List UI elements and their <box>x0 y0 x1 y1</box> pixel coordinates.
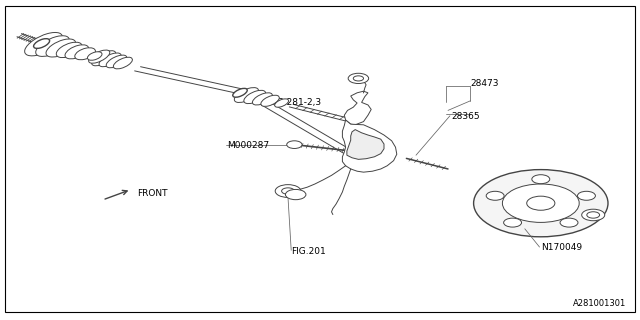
Ellipse shape <box>88 50 110 63</box>
Ellipse shape <box>24 32 63 56</box>
Ellipse shape <box>106 55 127 68</box>
Ellipse shape <box>46 39 76 57</box>
Text: 28473: 28473 <box>470 79 499 88</box>
Circle shape <box>577 191 595 200</box>
Text: M000287: M000287 <box>227 141 269 150</box>
Circle shape <box>348 73 369 84</box>
Text: A281001301: A281001301 <box>573 299 626 308</box>
Circle shape <box>582 209 605 221</box>
Circle shape <box>474 170 608 237</box>
Ellipse shape <box>113 57 132 69</box>
Polygon shape <box>344 91 371 125</box>
Ellipse shape <box>36 36 69 56</box>
Circle shape <box>527 196 555 210</box>
Circle shape <box>287 141 302 148</box>
Text: 28365: 28365 <box>451 112 480 121</box>
Ellipse shape <box>261 95 279 106</box>
Ellipse shape <box>252 93 273 105</box>
Text: FRONT: FRONT <box>138 189 168 198</box>
Circle shape <box>504 218 522 227</box>
Circle shape <box>560 218 578 227</box>
Ellipse shape <box>65 45 88 59</box>
Ellipse shape <box>275 99 289 107</box>
Circle shape <box>285 189 306 200</box>
Text: FIG.281-2,3: FIG.281-2,3 <box>269 98 321 107</box>
Ellipse shape <box>234 88 259 102</box>
Ellipse shape <box>33 39 50 48</box>
Circle shape <box>275 185 301 197</box>
Text: N170049: N170049 <box>541 244 582 252</box>
Text: FIG.201: FIG.201 <box>291 247 326 256</box>
Ellipse shape <box>75 48 95 60</box>
Polygon shape <box>347 130 384 159</box>
Circle shape <box>502 184 579 222</box>
Ellipse shape <box>99 53 121 67</box>
Ellipse shape <box>92 51 116 66</box>
Polygon shape <box>342 120 397 172</box>
Ellipse shape <box>56 42 82 58</box>
Ellipse shape <box>244 90 266 104</box>
Ellipse shape <box>88 52 102 60</box>
Circle shape <box>486 191 504 200</box>
Ellipse shape <box>233 88 247 97</box>
Circle shape <box>532 175 550 184</box>
